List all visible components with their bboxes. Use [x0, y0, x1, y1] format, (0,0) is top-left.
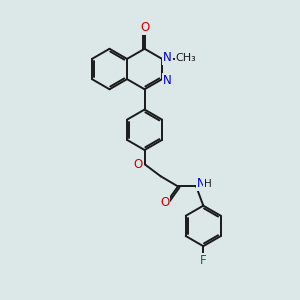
Text: O: O — [160, 196, 170, 209]
Text: O: O — [133, 158, 142, 171]
Text: N: N — [196, 177, 206, 190]
Text: F: F — [200, 254, 207, 267]
Text: N: N — [163, 51, 172, 64]
Text: N: N — [163, 74, 172, 87]
Text: H: H — [204, 179, 212, 189]
Text: CH₃: CH₃ — [176, 53, 196, 63]
Text: O: O — [140, 21, 149, 34]
